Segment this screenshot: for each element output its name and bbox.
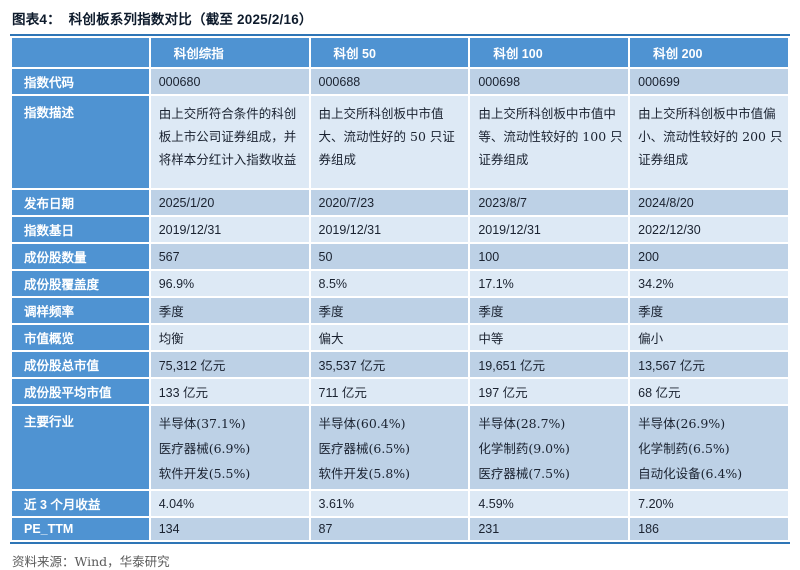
data-cell: 35,537 亿元 (310, 352, 469, 377)
data-cell: 197 亿元 (470, 379, 629, 404)
row-label: 发布日期 (12, 190, 149, 215)
data-cell: 半导体(60.4%) 医疗器械(6.5%) 软件开发(5.8%) (310, 406, 469, 489)
row-label: 主要行业 (12, 406, 149, 489)
data-cell: 000699 (630, 69, 788, 94)
table-row-average-marketcap: 成份股平均市值 133 亿元 711 亿元 197 亿元 68 亿元 (12, 379, 788, 404)
data-cell: 4.04% (150, 491, 309, 516)
table-row-pe-ttm: PE_TTM 134 87 231 186 (12, 518, 788, 540)
row-label: 指数基日 (12, 217, 149, 242)
data-cell: 均衡 (150, 325, 309, 350)
data-cell: 2025/1/20 (150, 190, 309, 215)
row-label: 近 3 个月收益 (12, 491, 149, 516)
data-cell: 231 (470, 518, 629, 540)
data-cell: 2022/12/30 (630, 217, 788, 242)
row-label: 指数代码 (12, 69, 149, 94)
table-row-launch-date: 发布日期 2025/1/20 2020/7/23 2023/8/7 2024/8… (12, 190, 788, 215)
data-cell: 半导体(37.1%) 医疗器械(6.9%) 软件开发(5.5%) (150, 406, 309, 489)
data-cell: 偏大 (310, 325, 469, 350)
data-cell: 8.5% (310, 271, 469, 296)
data-cell: 季度 (310, 298, 469, 323)
data-cell: 2020/7/23 (310, 190, 469, 215)
row-label: 成份股总市值 (12, 352, 149, 377)
data-cell: 17.1% (470, 271, 629, 296)
row-label: 成份股数量 (12, 244, 149, 269)
data-cell: 由上交所科创板中市值中等、流动性较好的 100 只证券组成 (470, 96, 629, 188)
data-cell: 567 (150, 244, 309, 269)
data-cell: 133 亿元 (150, 379, 309, 404)
data-cell: 711 亿元 (310, 379, 469, 404)
table-header-row: 科创综指 科创 50 科创 100 科创 200 (12, 38, 788, 67)
data-cell: 由上交所科创板中市值偏小、流动性较好的 200 只证券组成 (630, 96, 788, 188)
data-cell: 2023/8/7 (470, 190, 629, 215)
data-cell: 100 (470, 244, 629, 269)
data-cell: 半导体(26.9%) 化学制药(6.5%) 自动化设备(6.4%) (630, 406, 788, 489)
data-cell: 68 亿元 (630, 379, 788, 404)
table-row-main-industries: 主要行业 半导体(37.1%) 医疗器械(6.9%) 软件开发(5.5%) 半导… (12, 406, 788, 489)
data-cell: 186 (630, 518, 788, 540)
data-cell: 200 (630, 244, 788, 269)
table-row-coverage: 成份股覆盖度 96.9% 8.5% 17.1% 34.2% (12, 271, 788, 296)
column-header-kechuang-200: 科创 200 (630, 38, 788, 67)
data-cell: 2019/12/31 (470, 217, 629, 242)
data-cell: 34.2% (630, 271, 788, 296)
data-cell: 偏小 (630, 325, 788, 350)
report-figure: 图表4： 科创板系列指数对比（截至 2025/2/16） 科创综指 科创 50 … (10, 12, 790, 569)
figure-title: 图表4： 科创板系列指数对比（截至 2025/2/16） (12, 12, 313, 27)
data-cell: 000680 (150, 69, 309, 94)
data-cell: 季度 (630, 298, 788, 323)
data-cell: 000688 (310, 69, 469, 94)
row-label: 市值概览 (12, 325, 149, 350)
column-header-kechuang-50: 科创 50 (310, 38, 469, 67)
data-cell: 87 (310, 518, 469, 540)
data-cell: 半导体(28.7%) 化学制药(9.0%) 医疗器械(7.5%) (470, 406, 629, 489)
row-label: PE_TTM (12, 518, 149, 540)
data-cell: 7.20% (630, 491, 788, 516)
data-cell: 2019/12/31 (150, 217, 309, 242)
data-cell: 96.9% (150, 271, 309, 296)
table-frame: 科创综指 科创 50 科创 100 科创 200 指数代码 000680 000… (10, 34, 790, 544)
row-label: 调样频率 (12, 298, 149, 323)
table-row-3m-return: 近 3 个月收益 4.04% 3.61% 4.59% 7.20% (12, 491, 788, 516)
table-row-rebalance-frequency: 调样频率 季度 季度 季度 季度 (12, 298, 788, 323)
row-label: 指数描述 (12, 96, 149, 188)
table-row-base-date: 指数基日 2019/12/31 2019/12/31 2019/12/31 20… (12, 217, 788, 242)
row-label: 成份股平均市值 (12, 379, 149, 404)
data-cell: 2019/12/31 (310, 217, 469, 242)
table-row-index-code: 指数代码 000680 000688 000698 000699 (12, 69, 788, 94)
row-label: 成份股覆盖度 (12, 271, 149, 296)
column-header-kechuang-zongzhi: 科创综指 (150, 38, 309, 67)
data-cell: 13,567 亿元 (630, 352, 788, 377)
data-cell: 50 (310, 244, 469, 269)
data-cell: 19,651 亿元 (470, 352, 629, 377)
table-row-marketcap-profile: 市值概览 均衡 偏大 中等 偏小 (12, 325, 788, 350)
table-row-index-description: 指数描述 由上交所符合条件的科创板上市公司证券组成，并将样本分红计入指数收益 由… (12, 96, 788, 188)
corner-header-cell (12, 38, 149, 67)
column-header-kechuang-100: 科创 100 (470, 38, 629, 67)
data-cell: 75,312 亿元 (150, 352, 309, 377)
data-cell: 中等 (470, 325, 629, 350)
data-cell: 4.59% (470, 491, 629, 516)
data-cell: 134 (150, 518, 309, 540)
data-cell: 2024/8/20 (630, 190, 788, 215)
data-cell: 3.61% (310, 491, 469, 516)
source-note: 资料来源：Wind，华泰研究 (12, 554, 170, 569)
data-cell: 由上交所科创板中市值大、流动性好的 50 只证券组成 (310, 96, 469, 188)
table-row-total-marketcap: 成份股总市值 75,312 亿元 35,537 亿元 19,651 亿元 13,… (12, 352, 788, 377)
index-comparison-table: 科创综指 科创 50 科创 100 科创 200 指数代码 000680 000… (10, 36, 790, 542)
data-cell: 季度 (470, 298, 629, 323)
data-cell: 由上交所符合条件的科创板上市公司证券组成，并将样本分红计入指数收益 (150, 96, 309, 188)
data-cell: 季度 (150, 298, 309, 323)
data-cell: 000698 (470, 69, 629, 94)
table-row-constituent-count: 成份股数量 567 50 100 200 (12, 244, 788, 269)
